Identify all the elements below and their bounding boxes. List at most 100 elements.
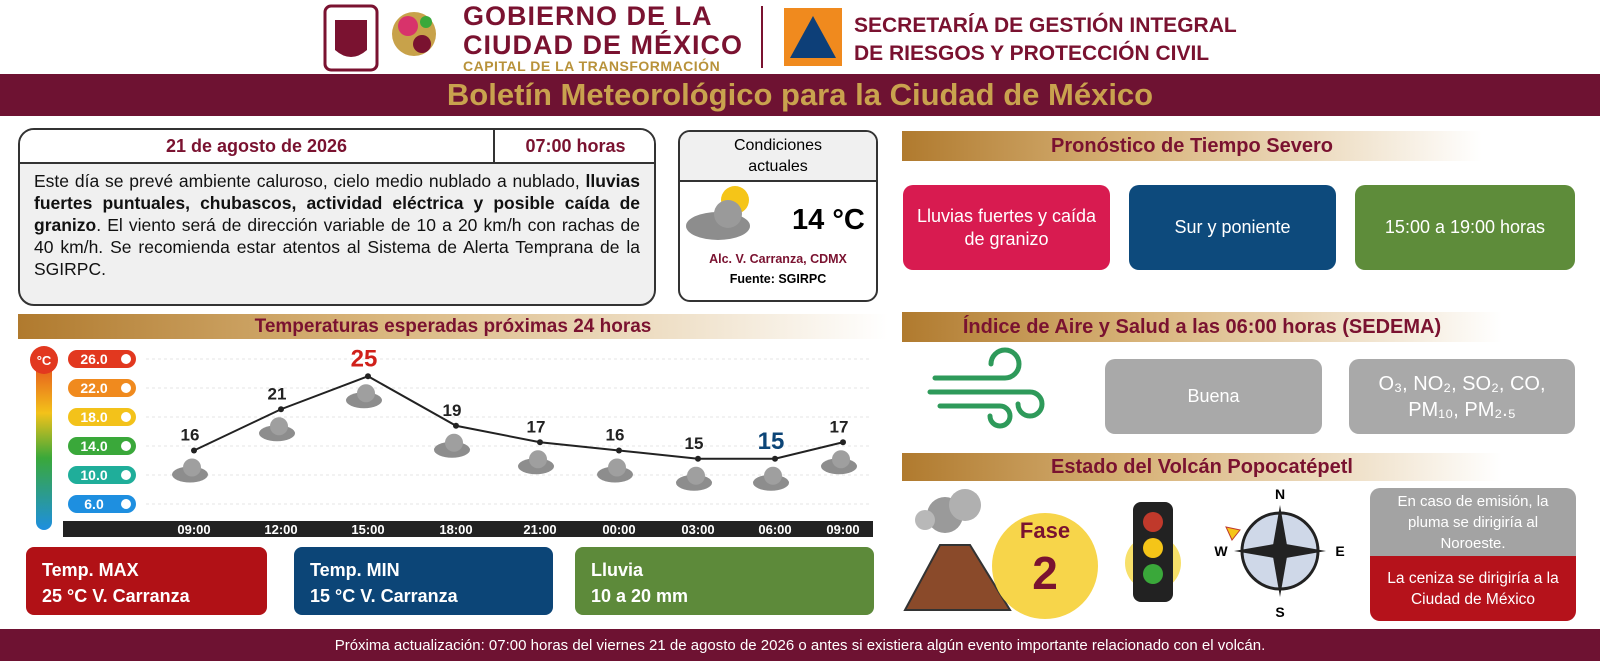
scale-pill [68,437,136,455]
weather-icon [608,458,626,477]
air-title: Índice de Aire y Salud a las 06:00 horas… [902,312,1502,342]
time-label: 03:00 [681,522,714,537]
pc-logo [790,16,836,58]
pollutants: O₃, NO₂, SO₂, CO, PM₁₀, PM₂.₅ [1349,359,1575,434]
point [840,439,846,446]
volcano [903,544,1012,611]
cloud [714,200,742,228]
current-conditions: Condiciones actuales 14 °C Alc. V. Carra… [678,130,878,302]
phase-label: Fase [1020,518,1070,543]
time-label: 18:00 [439,522,472,537]
severe-title: Pronóstico de Tiempo Severo [902,131,1482,161]
bulletin: 21 de agosto de 2026 07:00 horas Este dí… [18,128,656,306]
current-temperature: 14 °C [792,204,865,236]
point [772,455,778,462]
unit-label: °C [37,353,52,368]
wind-icon [927,347,1045,429]
summary-label: Lluvia [591,560,644,580]
light [1143,512,1163,532]
value-label: 19 [443,401,462,420]
unit-badge [30,346,58,374]
value-label: 16 [181,426,200,445]
severe-item: Lluvias fuertes y caída de granizo [903,185,1110,270]
summary-label: Temp. MIN [310,560,400,580]
summary-max: Temp. MAX 25 °C V. Carranza [26,547,267,615]
text: Este día se prevé ambiente caluroso, cie… [34,171,586,191]
bulletin-text: Este día se prevé ambiente caluroso, cie… [34,170,640,280]
scale-dot [121,383,131,393]
plume-arrow [1225,526,1241,541]
smoke [949,489,981,521]
value-label: 15 [685,434,704,453]
scale-pill [68,495,136,513]
agency: SECRETARÍA DE GESTIÓN INTEGRAL DE RIESGOS… [854,12,1237,68]
point [616,447,622,454]
time-label: 09:00 [177,522,210,537]
scale-dot [121,470,131,480]
summary-rain: Lluvia 10 a 20 mm [575,547,874,615]
scale-dot [121,441,131,451]
phase: 2 [1032,547,1058,599]
thermometer [36,350,52,530]
smoke [915,510,935,530]
compass-needle [1234,543,1326,559]
light [1143,538,1163,558]
slogan: CAPITAL DE LA TRANSFORMACIÓN [463,58,721,74]
summary-text: 25 °C V. Carranza [42,586,190,606]
chart-title: Temperaturas esperadas próximas 24 horas [18,314,888,339]
text: . El viento será de dirección variable d… [34,215,640,279]
weather-icon [832,450,850,469]
compass-label: N [1275,486,1285,502]
footer-bar [0,629,1600,661]
ash: La ceniza se dirigiría a la Ciudad de Mé… [1370,556,1576,621]
severe-item: 15:00 a 19:00 horas [1355,185,1575,270]
government: GOBIERNO DE LA CIUDAD DE MÉXICO [463,2,743,60]
weather-icon [529,450,547,469]
scale-label: 14.0 [80,438,107,454]
value-label: 15 [758,428,785,455]
point [365,373,371,380]
scale-pill [68,350,136,368]
scale-label: 10.0 [80,467,107,483]
weather-icon [183,458,201,477]
value-label: 25 [351,345,378,372]
summary-label: Temp. MAX [42,560,139,580]
point [278,406,284,413]
title-bar [0,74,1600,116]
scale-pill [68,466,136,484]
scale-label: 18.0 [80,409,107,425]
point [695,455,701,462]
time-label: 00:00 [602,522,635,537]
summary-text: 15 °C V. Carranza [310,586,458,606]
scale-dot [121,354,131,364]
logo-flower [420,16,432,28]
bulletin-time: 07:00 horas [495,130,654,164]
emblem-shield [335,20,367,57]
logo-flower [398,16,418,36]
light [1143,564,1163,584]
weather-icon [270,417,288,436]
logo-flower [413,35,431,53]
point [191,447,197,454]
severe-item: Sur y poniente [1129,185,1336,270]
government-line: GOBIERNO DE LA [463,1,713,31]
scale-pill [68,408,136,426]
air-status: Buena [1105,359,1322,434]
bulletin-date: 21 de agosto de 2026 [20,130,495,164]
point [453,422,459,429]
compass-label: E [1335,543,1344,559]
scale-label: 22.0 [80,380,107,396]
compass-label: W [1214,543,1228,559]
conditions-title: Condiciones actuales [680,132,876,182]
summary-min: Temp. MIN 15 °C V. Carranza [294,547,553,615]
weather-icon [445,433,463,452]
summary-text: 10 a 20 mm [591,586,689,606]
agency-line: SECRETARÍA DE GESTIÓN INTEGRAL [854,14,1237,37]
value-label: 17 [527,417,546,436]
time-label: 12:00 [264,522,297,537]
title: Boletín Meteorológico para la Ciudad de … [446,77,1154,112]
plume: En caso de emisión, la pluma se dirigirí… [1370,488,1576,556]
time-label: 09:00 [826,522,859,537]
